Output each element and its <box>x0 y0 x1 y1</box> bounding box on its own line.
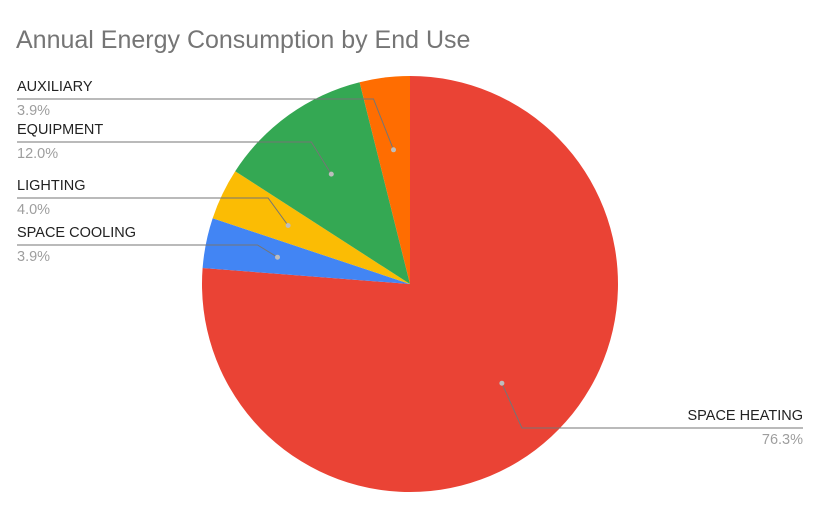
pie-slice-space-heating[interactable] <box>201 76 618 493</box>
slice-percent-equipment: 12.0% <box>17 146 58 162</box>
leader-dot-space-heating <box>499 380 505 386</box>
pie-slice-auxiliary[interactable] <box>359 76 410 284</box>
leader-dot-space-cooling <box>275 254 280 260</box>
slice-percent-lighting: 4.0% <box>17 202 50 218</box>
slice-label-space-heating: SPACE HEATING <box>688 408 803 424</box>
leader-line-space-cooling <box>17 244 278 258</box>
leader-line-lighting <box>17 197 289 226</box>
slice-label-space-cooling: SPACE COOLING <box>17 225 136 241</box>
leader-line-space-heating <box>501 382 803 429</box>
leader-dot-auxiliary <box>391 147 396 153</box>
leader-line-auxiliary <box>17 98 394 150</box>
leader-line-equipment <box>17 141 332 175</box>
pie-slice-space-cooling[interactable] <box>202 218 410 284</box>
slice-percent-space-heating: 76.3% <box>762 432 803 448</box>
slice-percent-auxiliary: 3.9% <box>17 103 50 119</box>
pie-slice-lighting[interactable] <box>212 171 410 284</box>
slice-percent-space-cooling: 3.9% <box>17 249 50 265</box>
chart-title: Annual Energy Consumption by End Use <box>16 26 471 54</box>
pie-slice-equipment[interactable] <box>235 82 410 284</box>
slice-label-equipment: EQUIPMENT <box>17 122 103 138</box>
slice-label-auxiliary: AUXILIARY <box>17 79 93 95</box>
leader-dot-lighting <box>285 223 291 228</box>
leader-dot-equipment <box>328 171 334 177</box>
slice-label-lighting: LIGHTING <box>17 178 85 194</box>
